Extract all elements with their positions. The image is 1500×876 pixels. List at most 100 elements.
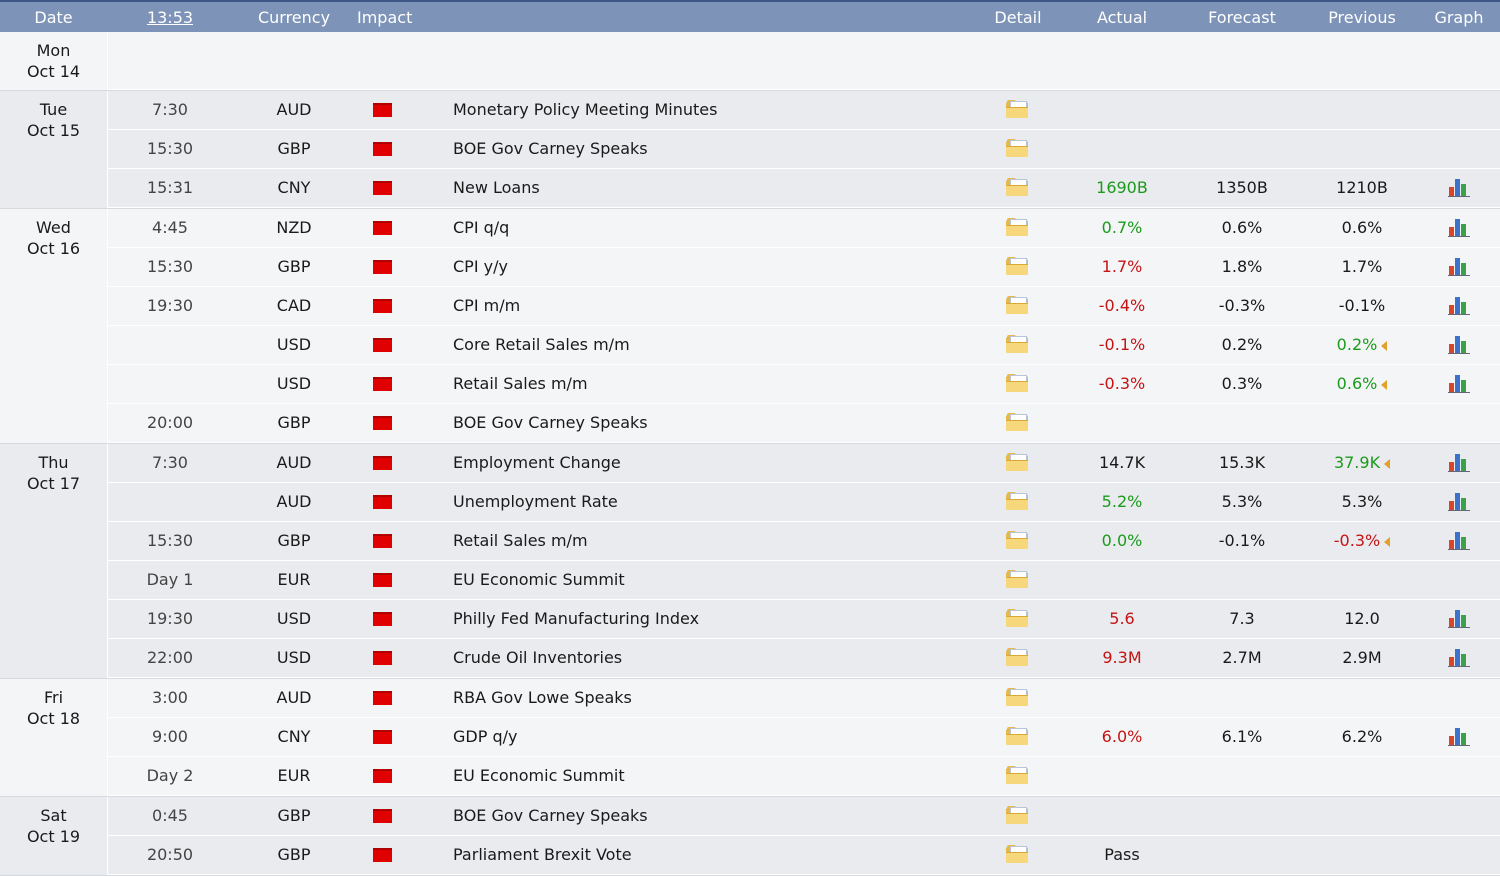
detail-folder-icon[interactable] bbox=[1006, 335, 1028, 353]
bar-part bbox=[1455, 610, 1460, 627]
table-row[interactable]: 22:00 USD Crude Oil Inventories 9.3M 2.7M 2.9… bbox=[108, 639, 1500, 678]
day-label: Tue Oct 15 bbox=[0, 91, 107, 141]
bar-part bbox=[1449, 540, 1454, 549]
previous-value: 0.6% bbox=[1336, 374, 1378, 393]
table-row[interactable]: 20:00 GBP BOE Gov Carney Speaks bbox=[108, 404, 1500, 443]
event-title[interactable]: EU Economic Summit bbox=[453, 570, 625, 589]
graph-icon[interactable] bbox=[1448, 375, 1470, 393]
folder-part bbox=[1006, 381, 1028, 392]
previous-value: 1210B bbox=[1336, 178, 1388, 197]
event-currency: NZD bbox=[276, 218, 312, 237]
event-title[interactable]: BOE Gov Carney Speaks bbox=[453, 413, 648, 432]
table-row[interactable]: 15:31 CNY New Loans 1690B 1350B 1210B bbox=[108, 169, 1500, 208]
event-title[interactable]: Retail Sales m/m bbox=[453, 531, 588, 550]
event-title[interactable]: Employment Change bbox=[453, 453, 621, 472]
table-row[interactable]: 15:30 GBP Retail Sales m/m 0.0% -0.1% -0.3% bbox=[108, 522, 1500, 561]
table-row[interactable]: Day 1 EUR EU Economic Summit bbox=[108, 561, 1500, 600]
graph-icon[interactable] bbox=[1448, 297, 1470, 315]
event-title[interactable]: RBA Gov Lowe Speaks bbox=[453, 688, 632, 707]
detail-folder-icon[interactable] bbox=[1006, 609, 1028, 627]
detail-folder-icon[interactable] bbox=[1006, 492, 1028, 510]
detail-folder-icon[interactable] bbox=[1006, 845, 1028, 863]
impact-flag-icon bbox=[373, 377, 392, 391]
current-time-link[interactable]: 13:53 bbox=[146, 8, 194, 27]
detail-folder-icon[interactable] bbox=[1006, 531, 1028, 549]
bar-part bbox=[1455, 297, 1460, 314]
detail-folder-icon[interactable] bbox=[1006, 374, 1028, 392]
detail-folder-icon[interactable] bbox=[1006, 688, 1028, 706]
folder-part bbox=[1006, 420, 1028, 431]
detail-folder-icon[interactable] bbox=[1006, 648, 1028, 666]
table-row[interactable]: 0:45 GBP BOE Gov Carney Speaks bbox=[108, 797, 1500, 836]
event-currency: AUD bbox=[276, 453, 312, 472]
event-time: 3:00 bbox=[152, 688, 188, 707]
detail-folder-icon[interactable] bbox=[1006, 413, 1028, 431]
table-row[interactable]: 4:45 NZD CPI q/q 0.7% 0.6% 0.6% bbox=[108, 209, 1500, 248]
detail-folder-icon[interactable] bbox=[1006, 766, 1028, 784]
header-forecast: Forecast bbox=[1208, 8, 1276, 27]
event-title[interactable]: BOE Gov Carney Speaks bbox=[453, 139, 648, 158]
event-actual: -0.1% bbox=[1098, 335, 1146, 354]
graph-icon[interactable] bbox=[1448, 610, 1470, 628]
event-rows: 4:45 NZD CPI q/q 0.7% 0.6% 0.6% 15:30 GBP CPI y/… bbox=[108, 209, 1500, 443]
graph-icon[interactable] bbox=[1448, 493, 1470, 511]
folder-part bbox=[1006, 146, 1028, 157]
detail-folder-icon[interactable] bbox=[1006, 727, 1028, 745]
table-row[interactable]: 20:50 GBP Parliament Brexit Vote Pass bbox=[108, 836, 1500, 875]
event-title[interactable]: Core Retail Sales m/m bbox=[453, 335, 630, 354]
detail-folder-icon[interactable] bbox=[1006, 257, 1028, 275]
graph-icon[interactable] bbox=[1448, 336, 1470, 354]
event-previous: 2.9M bbox=[1302, 648, 1422, 667]
event-title[interactable]: Philly Fed Manufacturing Index bbox=[453, 609, 700, 628]
event-title[interactable]: CPI q/q bbox=[453, 218, 510, 237]
event-title[interactable]: EU Economic Summit bbox=[453, 766, 625, 785]
table-row[interactable]: 7:30 AUD Monetary Policy Meeting Minutes bbox=[108, 91, 1500, 130]
event-title[interactable]: Crude Oil Inventories bbox=[453, 648, 623, 667]
table-row[interactable]: 15:30 GBP BOE Gov Carney Speaks bbox=[108, 130, 1500, 169]
bar-part bbox=[1461, 537, 1466, 549]
graph-icon[interactable] bbox=[1448, 454, 1470, 472]
detail-folder-icon[interactable] bbox=[1006, 453, 1028, 471]
event-title[interactable]: Monetary Policy Meeting Minutes bbox=[453, 100, 718, 119]
table-row[interactable]: USD Core Retail Sales m/m -0.1% 0.2% 0.2% bbox=[108, 326, 1500, 365]
event-title[interactable]: BOE Gov Carney Speaks bbox=[453, 806, 648, 825]
event-title[interactable]: Retail Sales m/m bbox=[453, 374, 588, 393]
event-title[interactable]: GDP q/y bbox=[453, 727, 518, 746]
detail-folder-icon[interactable] bbox=[1006, 100, 1028, 118]
table-row[interactable]: AUD Unemployment Rate 5.2% 5.3% 5.3% bbox=[108, 483, 1500, 522]
event-title[interactable]: Unemployment Rate bbox=[453, 492, 618, 511]
table-row[interactable]: 3:00 AUD RBA Gov Lowe Speaks bbox=[108, 679, 1500, 718]
graph-icon[interactable] bbox=[1448, 179, 1470, 197]
graph-icon[interactable] bbox=[1448, 219, 1470, 237]
graph-icon[interactable] bbox=[1448, 258, 1470, 276]
impact-icon bbox=[373, 730, 392, 744]
graph-icon[interactable] bbox=[1448, 532, 1470, 550]
event-currency: AUD bbox=[276, 100, 312, 119]
detail-folder-icon[interactable] bbox=[1006, 218, 1028, 236]
graph-icon[interactable] bbox=[1448, 728, 1470, 746]
table-row[interactable]: USD Retail Sales m/m -0.3% 0.3% 0.6% bbox=[108, 365, 1500, 404]
table-row[interactable]: 19:30 CAD CPI m/m -0.4% -0.3% -0.1% bbox=[108, 287, 1500, 326]
detail-folder-icon[interactable] bbox=[1006, 178, 1028, 196]
table-row[interactable]: 9:00 CNY GDP q/y 6.0% 6.1% 6.2% bbox=[108, 718, 1500, 757]
impact-icon bbox=[373, 377, 392, 391]
bar-part bbox=[1461, 184, 1466, 196]
table-row[interactable]: 15:30 GBP CPI y/y 1.7% 1.8% 1.7% bbox=[108, 248, 1500, 287]
detail-folder-icon[interactable] bbox=[1006, 806, 1028, 824]
event-title[interactable]: CPI m/m bbox=[453, 296, 521, 315]
event-title[interactable]: New Loans bbox=[453, 178, 540, 197]
event-previous: 0.2% bbox=[1302, 335, 1422, 354]
table-row[interactable]: 19:30 USD Philly Fed Manufacturing Index 5.… bbox=[108, 600, 1500, 639]
bar-part bbox=[1448, 275, 1470, 276]
detail-folder-icon[interactable] bbox=[1006, 139, 1028, 157]
table-row[interactable]: Day 2 EUR EU Economic Summit bbox=[108, 757, 1500, 796]
event-title[interactable]: Parliament Brexit Vote bbox=[453, 845, 632, 864]
previous-value: 37.9K bbox=[1333, 453, 1381, 472]
previous-value: -0.3% bbox=[1333, 531, 1381, 550]
graph-icon[interactable] bbox=[1448, 649, 1470, 667]
detail-folder-icon[interactable] bbox=[1006, 296, 1028, 314]
detail-folder-icon[interactable] bbox=[1006, 570, 1028, 588]
table-row[interactable]: 7:30 AUD Employment Change 14.7K 15.3K 37.9K bbox=[108, 444, 1500, 483]
day-group: Fri Oct 18 3:00 AUD RBA Gov Lowe Speaks 9:00 C… bbox=[0, 679, 1500, 797]
event-title[interactable]: CPI y/y bbox=[453, 257, 508, 276]
